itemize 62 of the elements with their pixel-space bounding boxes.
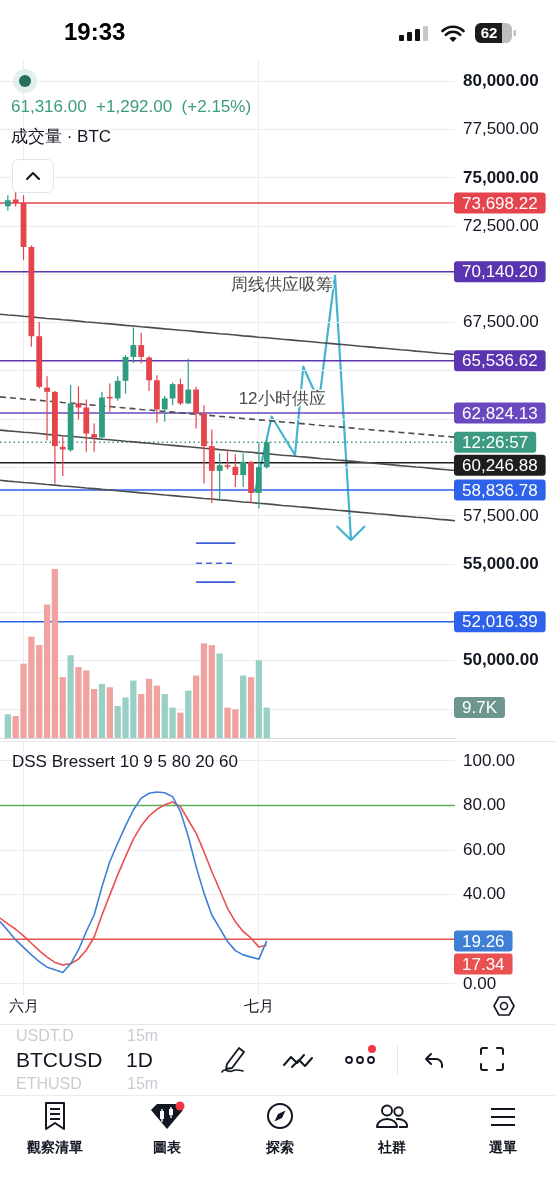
y-tick-label: 40.00 bbox=[463, 884, 506, 904]
bar bbox=[51, 569, 59, 738]
bar bbox=[98, 683, 106, 738]
text: 1D bbox=[126, 1048, 153, 1072]
bar bbox=[138, 694, 145, 738]
text: 17.34 bbox=[462, 954, 505, 974]
bar bbox=[247, 677, 255, 738]
text: 19:33 bbox=[64, 18, 126, 46]
chart-title: 成交量 · BTC bbox=[11, 127, 112, 147]
ref-line-label: 58,836.78 bbox=[462, 480, 538, 500]
bar bbox=[145, 678, 153, 738]
y-tick-label: 72,500.00 bbox=[463, 215, 539, 235]
ref-line-label: 60,246.88 bbox=[462, 455, 538, 475]
text: 圖表 bbox=[152, 1139, 182, 1157]
ref-line-label: 52,016.39 bbox=[462, 612, 538, 632]
y-tick-label: 67,500.00 bbox=[463, 312, 539, 332]
bar bbox=[263, 707, 270, 738]
bar bbox=[192, 675, 200, 738]
ref-line-label: 65,536.62 bbox=[462, 351, 538, 371]
y-tick-label: 50,000.00 bbox=[463, 650, 539, 670]
x-tick-label: 七月 bbox=[243, 997, 274, 1015]
y-tick-label: 55,000.00 bbox=[463, 553, 539, 573]
bar bbox=[208, 645, 215, 738]
y-tick-label: 75,000.00 bbox=[463, 167, 539, 187]
bar bbox=[255, 660, 263, 738]
text: BTCUSD bbox=[16, 1048, 103, 1072]
bar bbox=[106, 687, 113, 738]
text: 62 bbox=[478, 24, 500, 42]
ref-line-label: 62,824.13 bbox=[462, 403, 538, 423]
text: DSS Bressert 10 9 5 80 20 60 bbox=[12, 752, 238, 772]
x-tick-label: 六月 bbox=[8, 997, 39, 1015]
text: 61,316.00 +1,292.00 (+2.15%) bbox=[11, 97, 252, 117]
candlestick bbox=[201, 405, 207, 484]
y-tick-label: 60.00 bbox=[463, 839, 506, 859]
y-tick-label: 80.00 bbox=[463, 795, 506, 815]
bar bbox=[59, 677, 66, 738]
bar bbox=[43, 604, 51, 738]
y-tick-label: 100.00 bbox=[463, 750, 515, 770]
y-tick-label: 80,000.00 bbox=[463, 70, 539, 90]
bar bbox=[177, 712, 184, 738]
y-tick-label: 57,500.00 bbox=[463, 505, 539, 525]
text: 選單 bbox=[488, 1139, 518, 1157]
bar bbox=[4, 714, 11, 738]
text: 19.26 bbox=[462, 931, 505, 951]
text: 觀察清單 bbox=[26, 1139, 84, 1157]
bar bbox=[67, 655, 74, 738]
annotation: 周线供应吸筹 bbox=[231, 275, 334, 295]
text: 9.7K bbox=[462, 698, 498, 718]
text: 探索 bbox=[265, 1139, 295, 1157]
text: 12:26:57 bbox=[462, 432, 529, 452]
candlestick bbox=[44, 376, 50, 441]
bar bbox=[200, 643, 208, 738]
text: 社群 bbox=[377, 1139, 407, 1157]
bar bbox=[91, 688, 98, 738]
ref-line-label: 73,698.22 bbox=[462, 193, 538, 213]
y-tick-label: 77,500.00 bbox=[463, 119, 539, 139]
ref-line-label: 70,140.20 bbox=[462, 262, 538, 282]
bar bbox=[153, 685, 161, 738]
bar bbox=[240, 675, 247, 738]
y-tick-label: 0.00 bbox=[463, 973, 497, 993]
bar bbox=[216, 653, 223, 738]
bar bbox=[185, 690, 192, 738]
